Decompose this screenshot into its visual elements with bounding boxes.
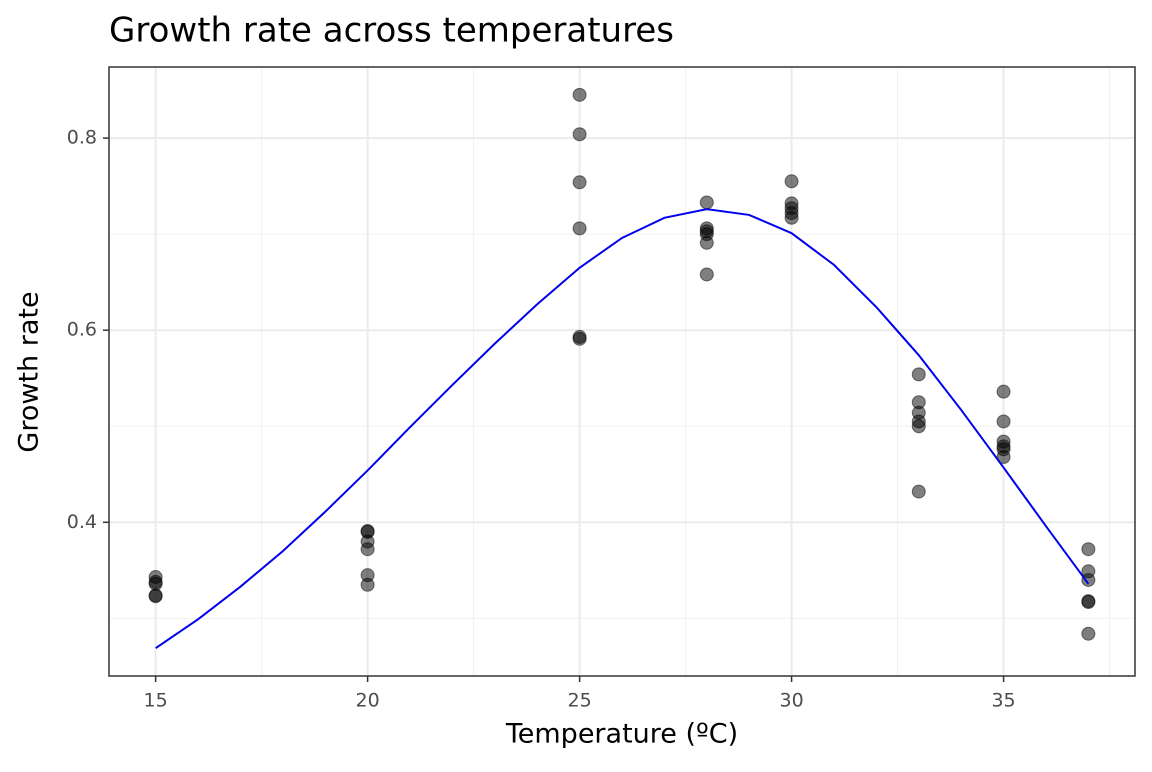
- y-tick-label: 0.8: [67, 127, 97, 149]
- data-point: [1081, 626, 1096, 641]
- x-tick-label: 35: [991, 690, 1015, 712]
- x-axis-title: Temperature (ºC): [505, 719, 738, 750]
- data-point: [996, 384, 1011, 399]
- data-point: [996, 449, 1011, 464]
- data-point: [699, 267, 714, 282]
- data-point: [1081, 572, 1096, 587]
- x-tick-label: 20: [356, 690, 380, 712]
- data-point: [360, 577, 375, 592]
- data-point: [1081, 595, 1096, 610]
- x-tick-label: 25: [568, 690, 592, 712]
- data-point: [572, 87, 587, 102]
- fit-line: [155, 208, 1090, 649]
- data-point: [148, 589, 163, 604]
- data-point: [572, 175, 587, 190]
- data-point: [572, 331, 587, 346]
- data-point: [911, 419, 926, 434]
- x-tick-label: 15: [144, 690, 168, 712]
- data-point: [911, 367, 926, 382]
- chart-title: Growth rate across temperatures: [109, 11, 674, 51]
- data-point: [699, 195, 714, 210]
- y-axis-title: Growth rate: [14, 291, 45, 452]
- data-point: [996, 414, 1011, 429]
- data-point: [572, 127, 587, 142]
- panel-border: [108, 66, 1136, 677]
- data-point: [572, 221, 587, 236]
- y-tick-label: 0.4: [67, 511, 97, 533]
- x-tick-label: 30: [779, 690, 803, 712]
- data-point: [784, 210, 799, 225]
- data-point: [784, 174, 799, 189]
- data-point: [1081, 542, 1096, 557]
- data-point: [699, 235, 714, 250]
- y-tick-label: 0.6: [67, 319, 97, 341]
- data-point: [911, 484, 926, 499]
- data-point: [360, 542, 375, 557]
